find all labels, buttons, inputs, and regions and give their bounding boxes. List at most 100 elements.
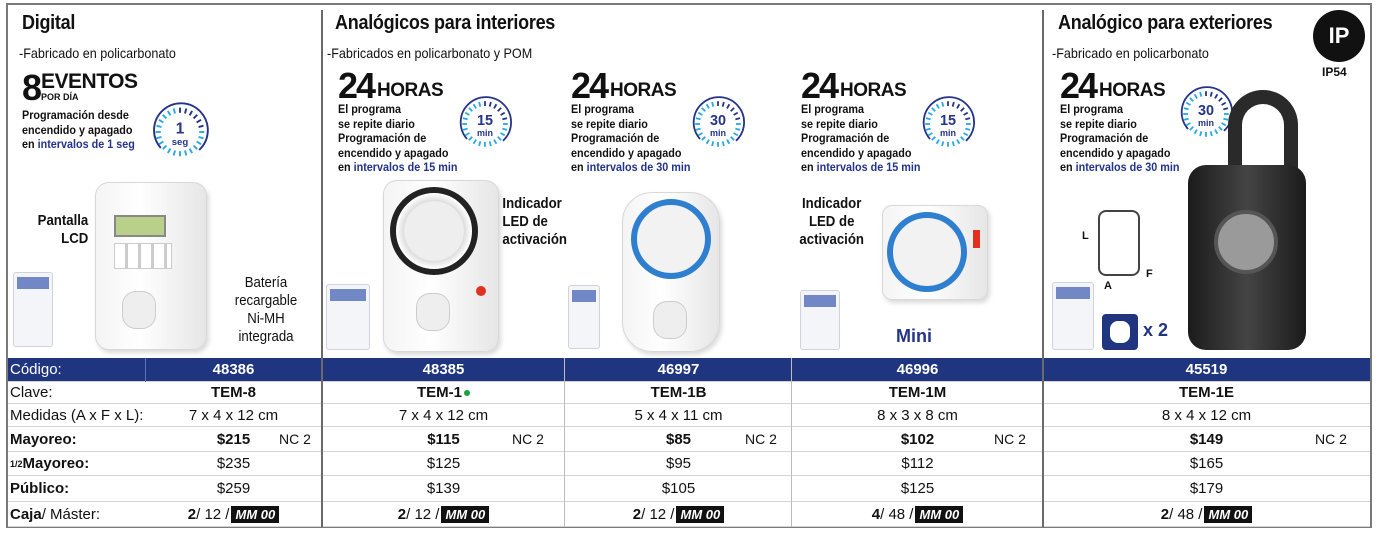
package-image xyxy=(13,272,53,347)
cell-mayoreo: $85 xyxy=(665,430,692,448)
new-product-dot-icon xyxy=(464,389,470,396)
svg-text:seg: seg xyxy=(172,137,189,148)
outlet-icon xyxy=(122,291,156,329)
feature-text: El programa se repite diario Programación … xyxy=(338,102,458,174)
feature-text: Programación desde encendido y apagado e… xyxy=(22,108,135,151)
package-image xyxy=(800,290,840,350)
svg-text:15: 15 xyxy=(477,113,493,129)
row-label: Clave: xyxy=(10,384,53,401)
cell-medidas: 8 x 3 x 8 cm xyxy=(877,406,958,424)
row-label: Código: xyxy=(10,361,62,378)
cell-publico: $259 xyxy=(216,480,251,497)
table-row-caja: Caja / Máster: 2 / 12 / MM 00 2 / 12 / MM … xyxy=(8,502,1370,527)
cell-codigo: 48385 xyxy=(422,361,465,378)
cell-publico: $139 xyxy=(426,480,461,497)
callout-led: Indicador LED de activación xyxy=(799,195,864,248)
ip-rating-icon: IP xyxy=(1313,10,1365,62)
nc-label: NC 2 xyxy=(512,431,544,447)
led-indicator xyxy=(476,286,486,296)
table-row-medio: 1/2 Mayoreo: $235 $125 $95 $112 $165 xyxy=(8,452,1370,476)
row-label: Público: xyxy=(10,480,70,497)
divider xyxy=(1042,10,1044,358)
cell-mayoreo: $102 xyxy=(900,430,935,448)
divider xyxy=(321,10,323,358)
callout-led: Indicador LED de activación xyxy=(502,195,567,248)
cell-medidas: 7 x 4 x 12 cm xyxy=(188,406,279,424)
cell-caja: 2 / 12 / MM 00 xyxy=(322,502,565,526)
timer-clock-icon: 30 min xyxy=(688,94,748,154)
cell-publico: $125 xyxy=(900,480,935,497)
feature-text: El programa se repite diario Programación … xyxy=(801,102,921,174)
outlet-icon xyxy=(416,293,450,331)
cell-medidas: 7 x 4 x 12 cm xyxy=(398,406,489,424)
product-image-tem1m xyxy=(882,205,988,300)
cell-caja: 2 / 12 / MM 00 xyxy=(565,502,792,526)
cell-caja: 2 / 48 / MM 00 xyxy=(1043,502,1370,526)
svg-text:min: min xyxy=(1198,118,1214,128)
cell-codigo: 48386 xyxy=(212,361,255,378)
feature-text: El programa se repite diario Programación … xyxy=(571,102,691,174)
package-image xyxy=(326,284,370,350)
row-label: Mayoreo: xyxy=(10,430,77,448)
table-row-mayoreo: Mayoreo: $215 NC 2 $115 NC 2 $85 NC 2 $102 NC 2 $… xyxy=(8,427,1370,452)
cell-mayoreo: $215 xyxy=(216,430,251,448)
cell-caja: 4 / 48 / MM 00 xyxy=(792,502,1043,526)
cell-medio: $112 xyxy=(901,455,934,472)
hours-heading: 24 HORAS xyxy=(801,65,907,106)
lcd-screen xyxy=(114,215,166,237)
cell-medidas: 5 x 4 x 11 cm xyxy=(634,406,723,424)
product-table: Código: 48386 48385 46997 46996 45519 Clave: TE… xyxy=(8,358,1370,527)
cell-mayoreo: $115 xyxy=(427,430,460,448)
svg-text:1: 1 xyxy=(176,120,185,137)
feature-text: El programa se repite diario Programación … xyxy=(1060,102,1180,174)
svg-text:15: 15 xyxy=(940,113,956,129)
table-row-publico: Público: $259 $139 $105 $125 $179 xyxy=(8,476,1370,502)
cell-clave: TEM-1M xyxy=(888,384,947,401)
cell-medio: $95 xyxy=(665,455,692,472)
table-row-medidas: Medidas (A x F x L): 7 x 4 x 12 cm 7 x 4 x… xyxy=(8,404,1370,427)
outlet-count: x 2 xyxy=(1143,320,1169,340)
callout-lcd: Pantalla LCD xyxy=(37,212,89,247)
svg-text:min: min xyxy=(477,128,493,138)
section-title: Analógico para exteriores xyxy=(1058,12,1273,34)
section-title: Analógicos para interiores xyxy=(335,12,556,34)
hours-heading: 24 HORAS xyxy=(1060,65,1166,106)
ip-rating-label: IP54 xyxy=(1322,65,1347,79)
buttons xyxy=(114,243,172,269)
timer-clock-icon: 15 min xyxy=(918,94,978,154)
svg-text:30: 30 xyxy=(1198,103,1214,119)
cell-codigo: 46997 xyxy=(657,361,700,378)
cell-clave: TEM-8 xyxy=(211,384,256,401)
timer-clock-icon: 15 min xyxy=(455,94,515,154)
cell-codigo: 45519 xyxy=(1185,361,1228,378)
cell-medio: $125 xyxy=(426,455,461,472)
table-row-codigo: Código: 48386 48385 46997 46996 45519 xyxy=(8,358,1370,382)
cell-medio: $235 xyxy=(216,455,251,472)
nc-label: NC 2 xyxy=(279,431,311,447)
cell-publico: $105 xyxy=(661,480,696,497)
svg-text:30: 30 xyxy=(710,113,726,129)
cell-publico: $179 xyxy=(1189,480,1224,497)
table-row-clave: Clave: TEM-8 TEM-1 TEM-1B TEM-1M TEM-1E xyxy=(8,382,1370,404)
cell-codigo: 46996 xyxy=(896,361,939,378)
product-image-tem8 xyxy=(95,182,207,350)
nc-label: NC 2 xyxy=(1315,431,1347,447)
cell-medio: $165 xyxy=(1189,455,1224,472)
product-image-tem1 xyxy=(383,180,499,352)
nc-label: NC 2 xyxy=(994,431,1026,447)
row-label: Medidas (A x F x L): xyxy=(10,406,144,424)
row-label: 1/2 Mayoreo: xyxy=(10,455,90,472)
svg-text:min: min xyxy=(940,128,956,138)
led-indicator xyxy=(973,230,980,248)
section-subtitle: -Fabricado en policarbonato xyxy=(1052,45,1209,61)
events-heading: 8 EVENTOS POR DÍA xyxy=(22,67,138,108)
outlet-icon xyxy=(1102,314,1138,350)
package-image xyxy=(568,285,600,349)
section-title: Digital xyxy=(22,12,76,34)
cell-clave: TEM-1B xyxy=(650,384,707,401)
svg-text:min: min xyxy=(710,128,726,138)
cell-medidas: 8 x 4 x 12 cm xyxy=(1161,406,1252,424)
nc-label: NC 2 xyxy=(745,431,777,447)
cell-mayoreo: $149 xyxy=(1189,430,1224,448)
product-image-tem1b xyxy=(622,192,720,352)
